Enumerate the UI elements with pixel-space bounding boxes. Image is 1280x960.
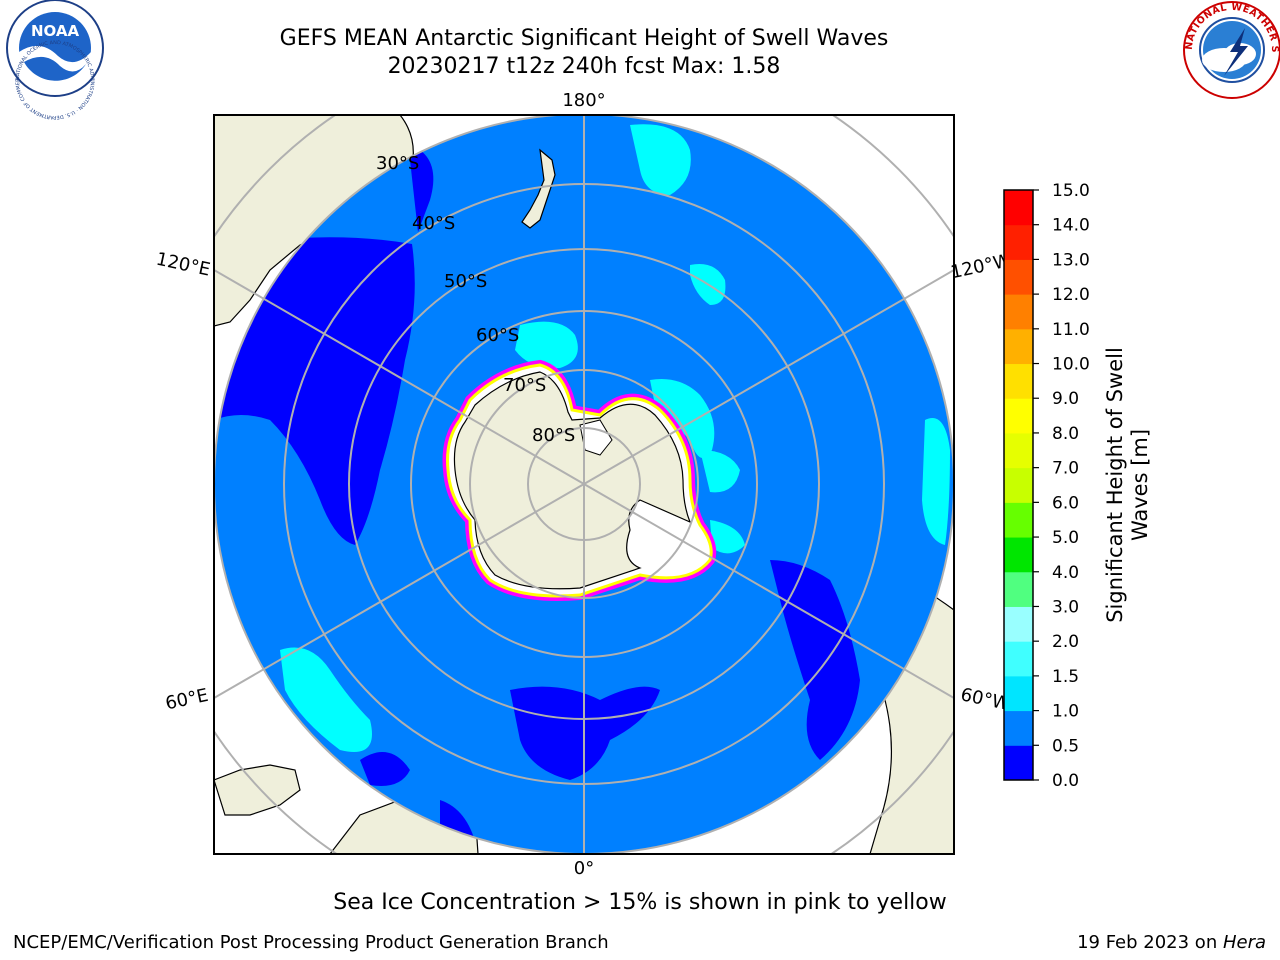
footer-credit: NCEP/EMC/Verification Post Processing Pr… bbox=[13, 932, 609, 953]
colorbar-tick-label: 1.5 bbox=[1052, 667, 1079, 687]
noaa-wordmark: NOAA bbox=[31, 22, 80, 40]
colorbar-tick-label: 2.0 bbox=[1052, 632, 1079, 652]
colorbar-tick-label: 1.0 bbox=[1052, 702, 1079, 722]
colorbar-tick-label: 10.0 bbox=[1052, 355, 1090, 375]
colorbar-tick-label: 12.0 bbox=[1052, 285, 1090, 305]
svg-text:NATIONAL WEATHER SERVICE: NATIONAL WEATHER SERVICE bbox=[0, 0, 1280, 53]
colorbar-segment bbox=[1004, 398, 1033, 434]
colorbar-tick-label: 3.0 bbox=[1052, 597, 1079, 617]
colorbar-tick-label: 11.0 bbox=[1052, 320, 1090, 340]
colorbar-segment bbox=[1004, 224, 1033, 260]
lat-label-80s: 80°S bbox=[532, 425, 575, 446]
colorbar-segment bbox=[1004, 641, 1033, 677]
colorbar-label-line1: Significant Height of Swell bbox=[1103, 347, 1127, 623]
colorbar-segment bbox=[1004, 259, 1033, 295]
latitude-labels: 30°S 40°S 50°S 60°S 70°S 80°S bbox=[376, 153, 575, 446]
new-zealand bbox=[521, 148, 556, 229]
colorbar-segment bbox=[1004, 571, 1033, 607]
colorbar-tick-label: 8.0 bbox=[1052, 424, 1079, 444]
colorbar-segment bbox=[1004, 190, 1033, 226]
lon-label-180: 180° bbox=[562, 90, 605, 111]
colorbar: 0.0 0.5 1.0 1.5 2.0 3.0 4.0 5.0 6.0 7.0 8.0 9.0 10.0… bbox=[1003, 181, 1090, 791]
colorbar-tick-label: 7.0 bbox=[1052, 459, 1079, 479]
sea-ice-note: Sea Ice Concentration > 15% is shown in … bbox=[333, 890, 947, 915]
map-frame bbox=[213, 114, 955, 855]
footer-date: 19 Feb 2023 on Hera bbox=[1077, 932, 1266, 953]
colorbar-tick-label: 13.0 bbox=[1052, 250, 1090, 270]
nws-ring-text: NATIONAL WEATHER SERVICE bbox=[0, 0, 1280, 53]
colorbar-segment bbox=[1004, 467, 1033, 503]
chart-title: GEFS MEAN Antarctic Significant Height o… bbox=[279, 26, 889, 51]
colorbar-segment bbox=[1004, 710, 1033, 746]
colorbar-label: Significant Height of Swell Waves [m] bbox=[1103, 347, 1153, 623]
lat-label-30s: 30°S bbox=[376, 153, 419, 174]
lon-label-0: 0° bbox=[574, 858, 594, 879]
lat-label-60s: 60°S bbox=[476, 325, 519, 346]
colorbar-segment bbox=[1004, 606, 1033, 642]
colorbar-segment bbox=[1004, 745, 1033, 781]
colorbar-segment bbox=[1004, 675, 1033, 712]
nws-logo: NATIONAL WEATHER SERVICE bbox=[0, 0, 1280, 99]
footer-host: Hera bbox=[1222, 932, 1266, 953]
colorbar-tick-label: 14.0 bbox=[1052, 216, 1090, 236]
footer-date-text: 19 Feb 2023 on bbox=[1077, 932, 1223, 953]
colorbar-segment bbox=[1004, 432, 1033, 469]
noaa-logo: NOAA NATIONAL OCEANIC AND ATMOSPHERIC AD… bbox=[0, 0, 104, 120]
lat-label-70s: 70°S bbox=[503, 375, 546, 396]
colorbar-segment bbox=[1004, 363, 1033, 399]
colorbar-tick-label: 4.0 bbox=[1052, 563, 1079, 583]
colorbar-segment bbox=[1004, 328, 1033, 365]
colorbar-tick-label: 0.0 bbox=[1052, 771, 1079, 791]
colorbar-tick-label: 6.0 bbox=[1052, 493, 1079, 513]
lat-label-40s: 40°S bbox=[412, 213, 455, 234]
colorbar-tick-label: 9.0 bbox=[1052, 389, 1079, 409]
lat-label-50s: 50°S bbox=[444, 271, 487, 292]
chart-subtitle: 20230217 t12z 240h fcst Max: 1.58 bbox=[387, 54, 781, 79]
colorbar-tick-label: 15.0 bbox=[1052, 181, 1090, 201]
colorbar-frame bbox=[1003, 189, 1034, 781]
lon-label-120e: 120°E bbox=[154, 249, 212, 281]
graticule bbox=[214, 115, 954, 854]
colorbar-tick-label: 0.5 bbox=[1052, 736, 1079, 756]
colorbar-label-line2: Waves [m] bbox=[1128, 428, 1152, 542]
swell-field bbox=[214, 124, 950, 854]
colorbar-segment bbox=[1004, 502, 1033, 538]
colorbar-segment bbox=[1004, 294, 1033, 330]
map-area bbox=[214, 115, 954, 854]
lon-label-60e: 60°E bbox=[164, 685, 211, 715]
colorbar-segment bbox=[1004, 537, 1033, 573]
colorbar-tick-label: 5.0 bbox=[1052, 528, 1079, 548]
